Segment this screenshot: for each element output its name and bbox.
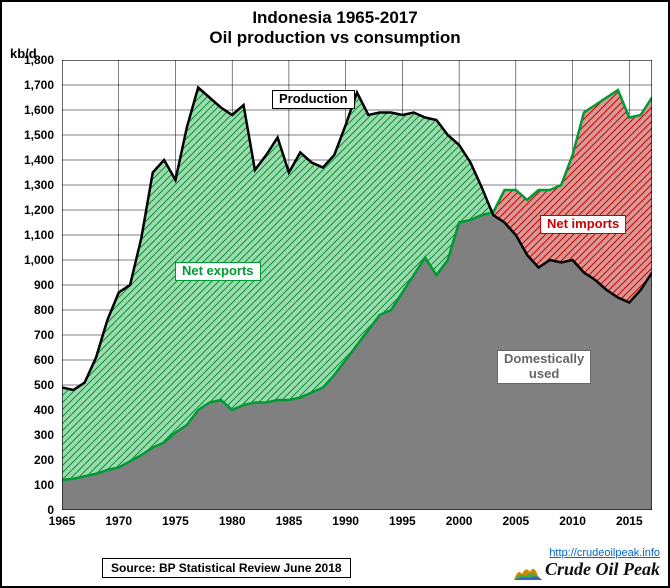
ytick: 400 <box>4 403 54 417</box>
xtick: 1995 <box>389 514 416 528</box>
ytick: 1,700 <box>4 78 54 92</box>
ytick: 0 <box>4 503 54 517</box>
ytick: 1,600 <box>4 103 54 117</box>
logo-name: Crude Oil Peak <box>545 559 660 579</box>
ytick: 1,100 <box>4 228 54 242</box>
xtick: 1975 <box>162 514 189 528</box>
chart-title: Indonesia 1965-2017 Oil production vs co… <box>2 2 668 49</box>
ytick: 200 <box>4 453 54 467</box>
xtick: 1970 <box>105 514 132 528</box>
xtick: 2015 <box>616 514 643 528</box>
ytick: 1,200 <box>4 203 54 217</box>
xtick: 2005 <box>502 514 529 528</box>
ytick: 900 <box>4 278 54 292</box>
xtick: 1990 <box>332 514 359 528</box>
plot-svg <box>62 60 652 510</box>
ytick: 800 <box>4 303 54 317</box>
xtick: 2010 <box>559 514 586 528</box>
oil-peak-icon <box>514 564 542 580</box>
ytick: 300 <box>4 428 54 442</box>
ytick: 500 <box>4 378 54 392</box>
annot-net-exports: Net exports <box>175 262 261 281</box>
annot-domestic: Domesticallyused <box>497 350 591 384</box>
ytick: 600 <box>4 353 54 367</box>
xtick: 1980 <box>219 514 246 528</box>
ytick: 1,000 <box>4 253 54 267</box>
xtick: 2000 <box>446 514 473 528</box>
ytick: 700 <box>4 328 54 342</box>
ytick: 1,800 <box>4 53 54 67</box>
ytick: 100 <box>4 478 54 492</box>
logo-url: http://crudeoilpeak.info <box>549 547 660 559</box>
site-logo: http://crudeoilpeak.info Crude Oil Peak <box>514 547 660 580</box>
ytick: 1,400 <box>4 153 54 167</box>
xtick: 1985 <box>276 514 303 528</box>
title-line1: Indonesia 1965-2017 <box>252 8 417 27</box>
ytick: 1,500 <box>4 128 54 142</box>
chart-container: Indonesia 1965-2017 Oil production vs co… <box>0 0 670 588</box>
ytick: 1,300 <box>4 178 54 192</box>
title-line2: Oil production vs consumption <box>209 28 460 47</box>
annot-production: Production <box>272 90 355 109</box>
plot-area <box>62 60 652 510</box>
xtick: 1965 <box>49 514 76 528</box>
annot-net-imports: Net imports <box>540 215 626 234</box>
source-citation: Source: BP Statistical Review June 2018 <box>102 558 351 578</box>
